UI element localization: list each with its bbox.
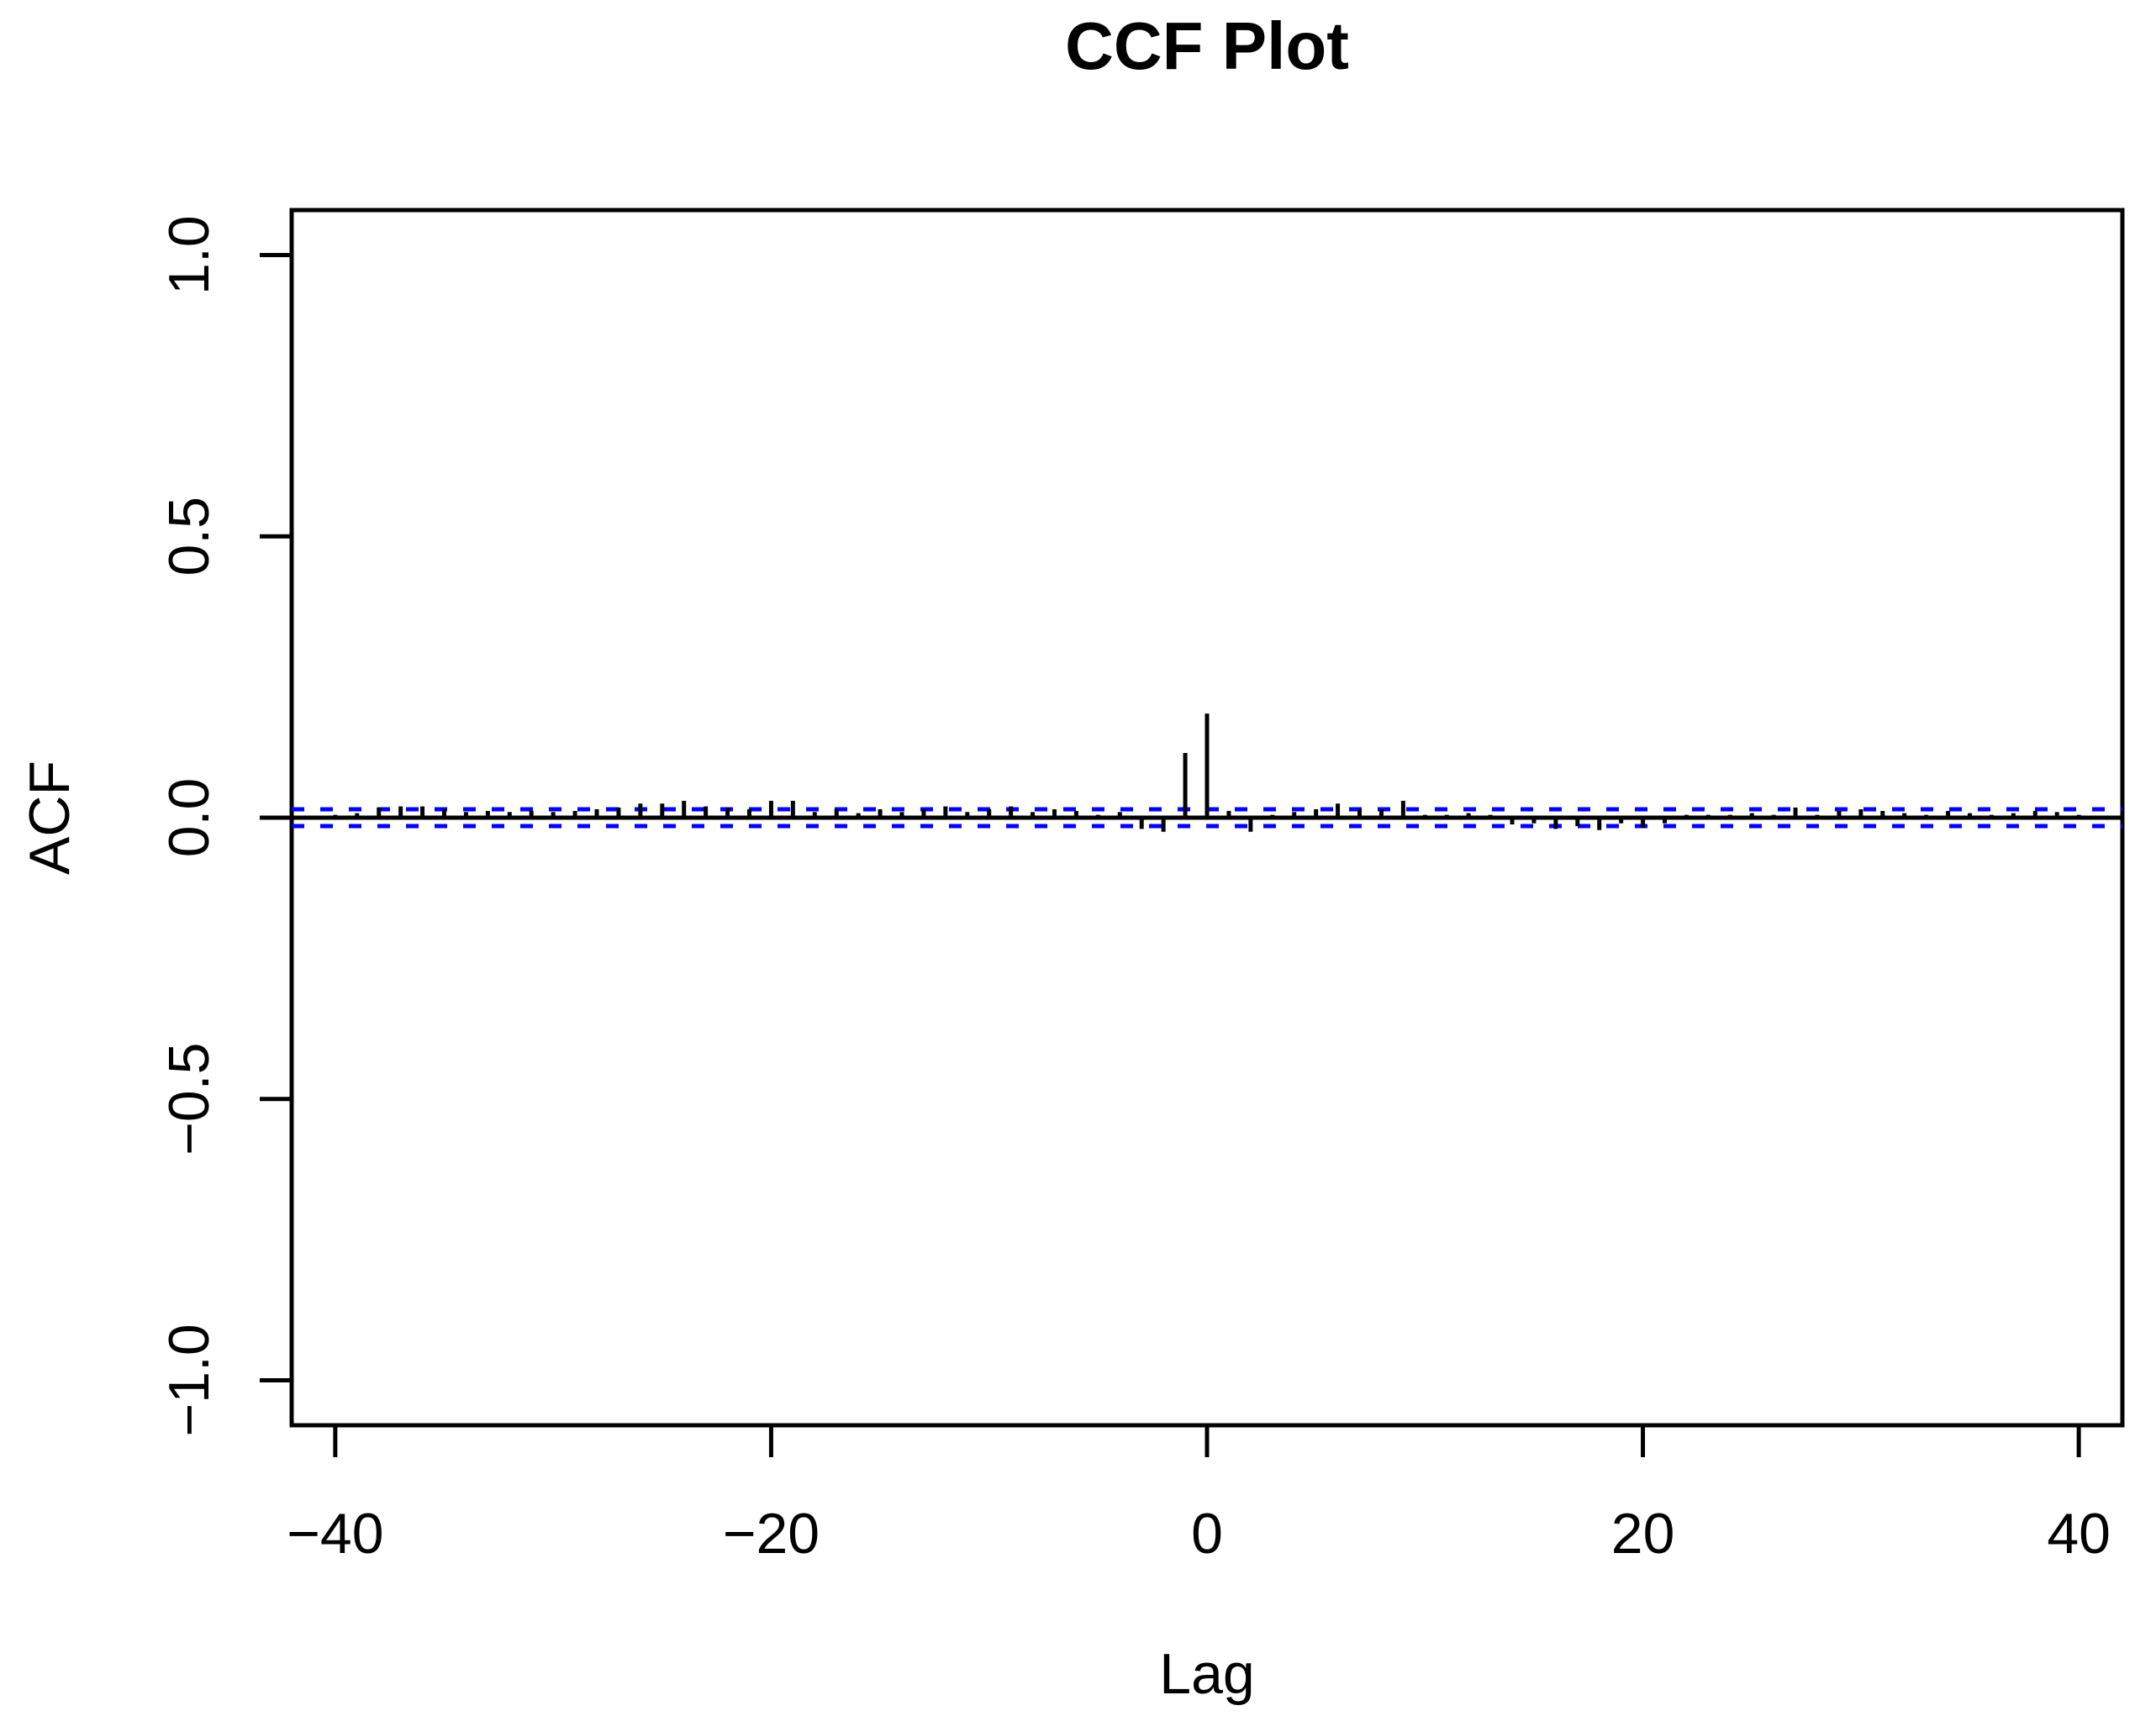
- x-axis-label: Lag: [1159, 1642, 1254, 1706]
- x-tick-label: 40: [2047, 1502, 2111, 1566]
- ccf-bars-group: [333, 713, 2081, 832]
- x-tick-label: 20: [1611, 1502, 1675, 1566]
- y-tick-label: 1.0: [157, 215, 221, 295]
- y-axis-ticks-group: −1.0 −0.5 0.0 0.5 1.0: [157, 215, 292, 1437]
- x-axis-ticks-group: −40 −20 0 20 40: [287, 1425, 2111, 1566]
- y-tick-label: −1.0: [157, 1324, 221, 1436]
- x-tick-label: 0: [1191, 1502, 1223, 1566]
- x-tick-label: −20: [723, 1502, 820, 1566]
- y-tick-label: 0.0: [157, 778, 221, 858]
- y-tick-label: 0.5: [157, 497, 221, 576]
- y-axis-label: ACF: [18, 761, 82, 875]
- y-tick-label: −0.5: [157, 1043, 221, 1156]
- plot-title: CCF Plot: [1065, 8, 1349, 83]
- x-tick-label: −40: [287, 1502, 383, 1566]
